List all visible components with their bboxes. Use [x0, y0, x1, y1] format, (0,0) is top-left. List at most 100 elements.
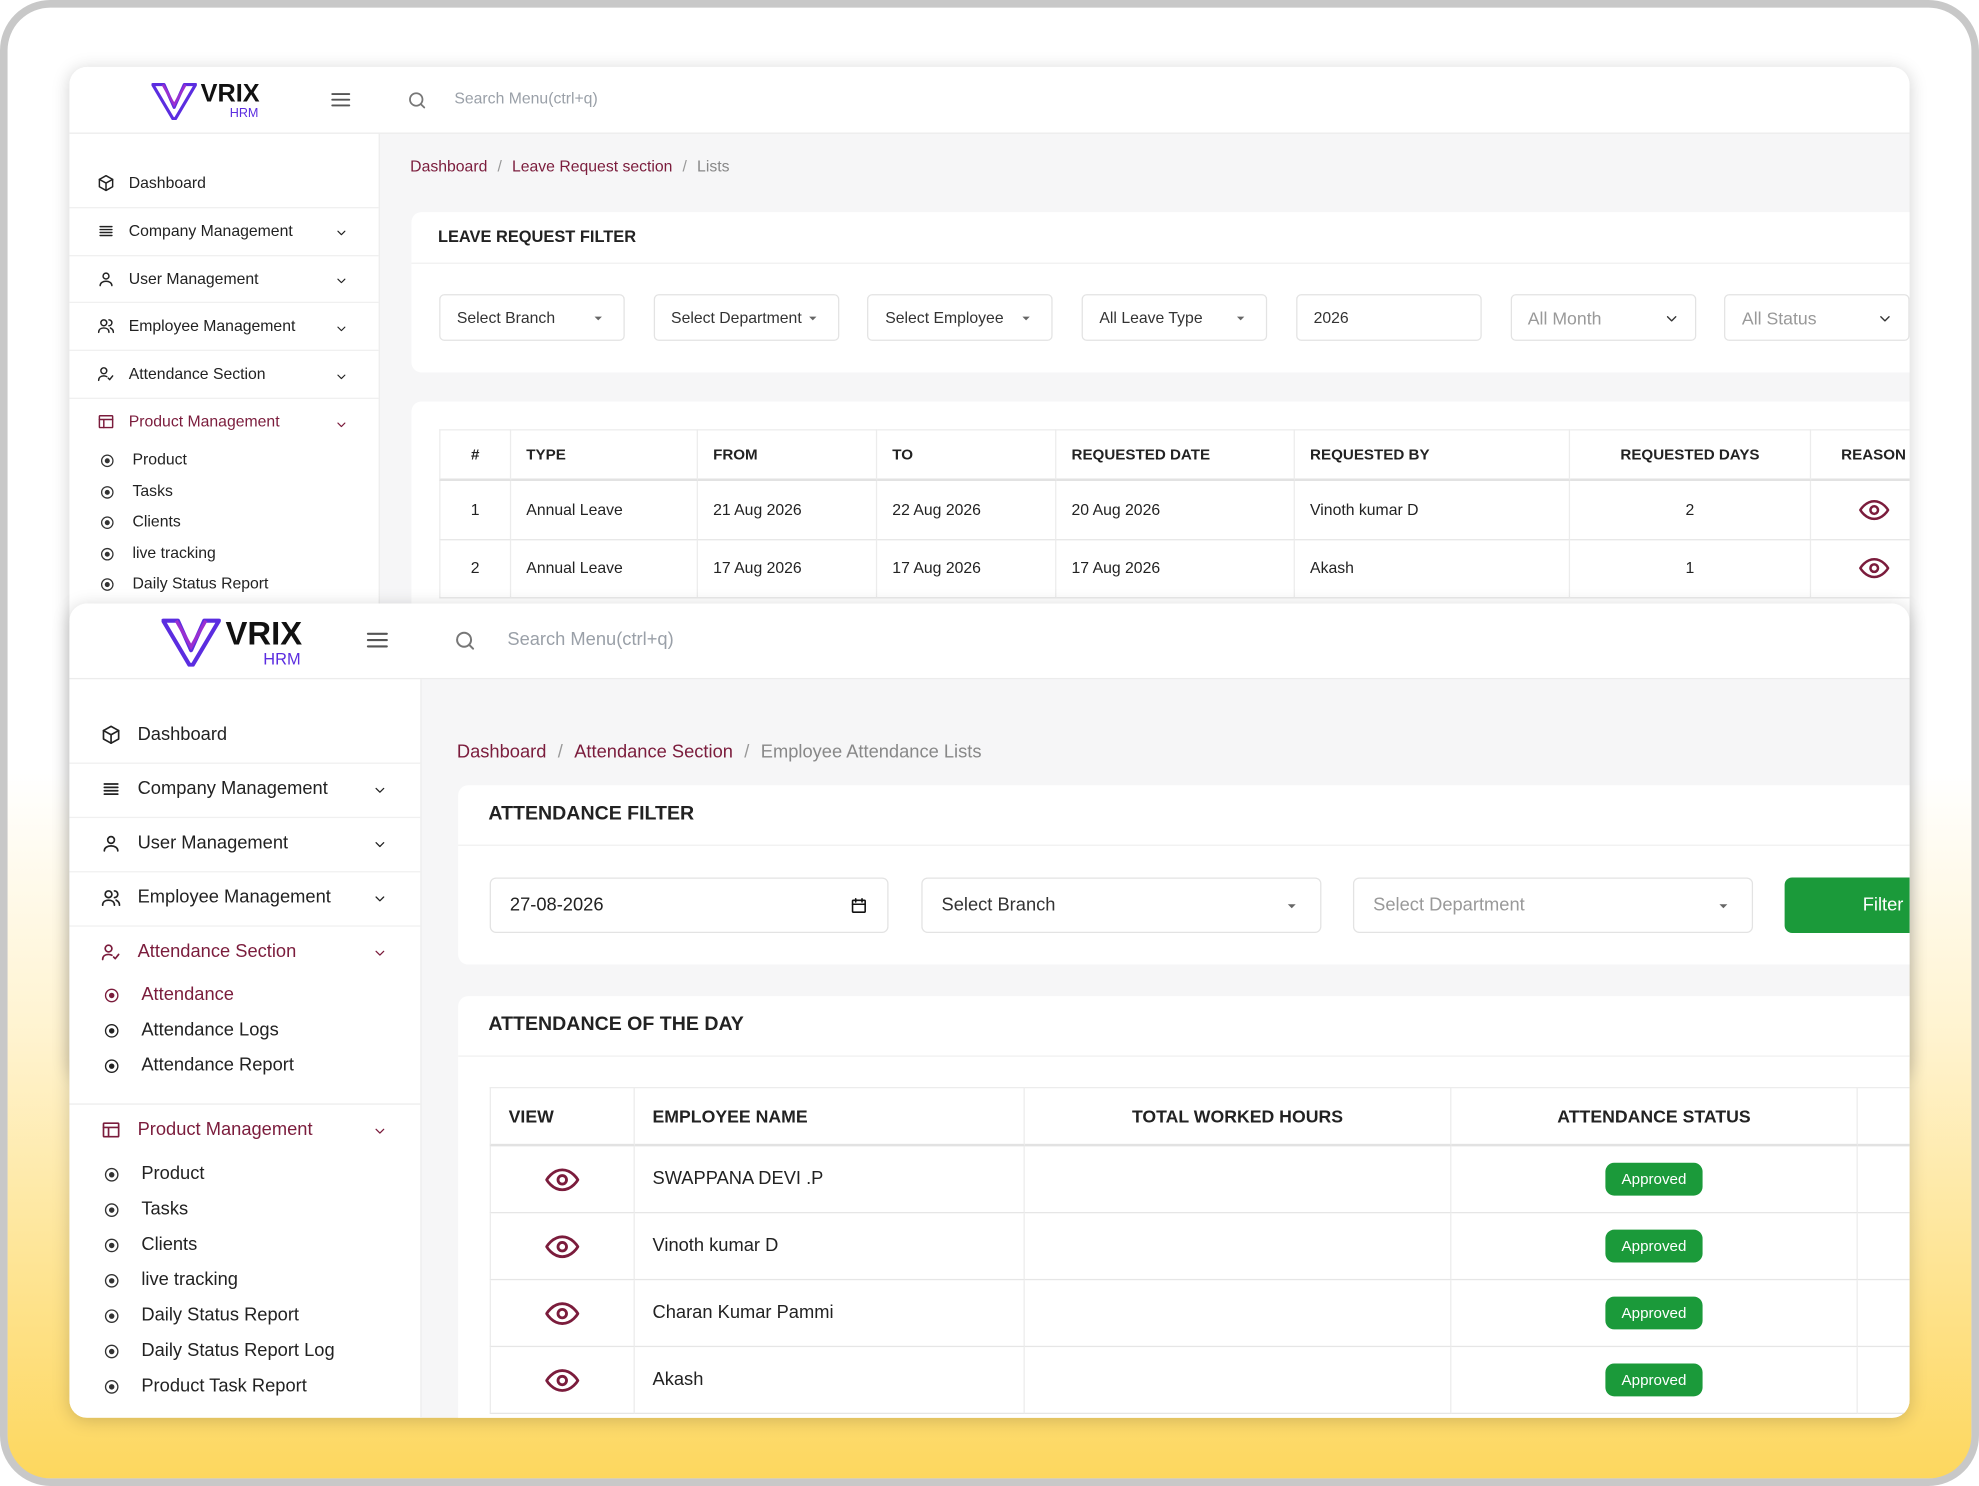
- icon-part: [409, 91, 424, 106]
- filter-select[interactable]: Select Department: [1352, 877, 1754, 933]
- table-header-cell: EMPLOYEE NAME: [634, 1087, 1025, 1147]
- filter-label: All Month: [1527, 308, 1602, 329]
- cell-text: Annual Leave: [526, 559, 623, 578]
- menu-item[interactable]: Company Management: [128, 221, 293, 240]
- menu-chevron: [334, 367, 348, 381]
- filter-select[interactable]: 2026: [1295, 294, 1482, 341]
- table-header-cell: TOTAL WORKED HOURS: [1024, 1087, 1452, 1147]
- menu-item[interactable]: Employee Management: [137, 887, 331, 908]
- menu-chevron: [372, 890, 387, 905]
- search-input[interactable]: Search Menu(ctrl+q): [454, 89, 598, 108]
- menu-toggle: [365, 627, 390, 652]
- filter-select[interactable]: Select Branch: [439, 294, 625, 341]
- filter-label: All Leave Type: [1099, 309, 1203, 327]
- icon-part: [102, 725, 120, 745]
- breadcrumb-item[interactable]: Dashboard: [410, 157, 488, 176]
- header-text: TO: [892, 445, 914, 464]
- menu-item[interactable]: Employee Management: [128, 317, 296, 336]
- icon-part: [366, 632, 388, 648]
- menu-icon: [97, 365, 115, 383]
- menu-item[interactable]: Attendance Section: [137, 941, 297, 963]
- filter-select[interactable]: Select Department: [653, 294, 839, 341]
- menu-item[interactable]: Attendance Section: [128, 365, 266, 383]
- date-input[interactable]: 27-08-2026: [489, 877, 889, 933]
- submenu-item[interactable]: Tasks: [141, 1199, 189, 1220]
- icon-part: [545, 1301, 580, 1325]
- status-badge: Approved: [1605, 1229, 1703, 1263]
- view-attendance[interactable]: [545, 1296, 580, 1330]
- submenu-bullet: [103, 1201, 119, 1217]
- view-attendance[interactable]: [545, 1363, 580, 1397]
- menu-item[interactable]: Dashboard: [137, 724, 228, 745]
- breadcrumb-item[interactable]: Dashboard: [456, 742, 547, 763]
- breadcrumb-item[interactable]: Attendance Section: [574, 742, 733, 763]
- view-reason[interactable]: [1858, 553, 1889, 583]
- icon-part: [1880, 315, 1890, 321]
- icon-part: [104, 944, 113, 953]
- submenu-item[interactable]: Attendance: [141, 984, 234, 1005]
- menu-item[interactable]: Product Management: [128, 412, 280, 431]
- icon-part: [1666, 315, 1676, 321]
- icon-part: [545, 1368, 580, 1392]
- icon-part: [594, 316, 602, 321]
- submenu-item[interactable]: Product Task Report: [141, 1376, 307, 1397]
- icon-part: [337, 421, 346, 427]
- submenu-item[interactable]: live tracking: [141, 1270, 238, 1291]
- filter-select[interactable]: All Status: [1724, 294, 1910, 341]
- icon-part: [100, 454, 114, 468]
- logo-sub: HRM: [229, 106, 259, 121]
- filter-select[interactable]: All Leave Type: [1081, 294, 1268, 341]
- filter-button[interactable]: Filter: [1784, 877, 1910, 933]
- submenu-bullet: [103, 987, 119, 1003]
- filter-select[interactable]: Select Employee: [867, 294, 1054, 341]
- menu-item[interactable]: User Management: [137, 833, 289, 854]
- menu-item[interactable]: Company Management: [137, 778, 328, 800]
- search-input[interactable]: Search Menu(ctrl+q): [507, 629, 674, 651]
- filter-caret: [1714, 896, 1733, 915]
- icon-part: [337, 421, 346, 427]
- menu-icon: [97, 317, 115, 335]
- icon-part: [100, 547, 114, 560]
- table-cell: Approved: [1451, 1146, 1858, 1214]
- submenu-item[interactable]: Daily Status Report: [132, 574, 269, 593]
- icon-part: [104, 1167, 119, 1181]
- icon-part: [851, 898, 866, 913]
- submenu-item[interactable]: live tracking: [132, 543, 216, 562]
- filter-select[interactable]: Select Branch: [921, 877, 1322, 933]
- icon-part: [556, 1173, 568, 1185]
- filter-select[interactable]: All Month: [1510, 294, 1696, 341]
- table-header-cell: ATTENDANCE STATUS: [1451, 1087, 1858, 1147]
- menu-item[interactable]: Dashboard: [128, 174, 206, 192]
- submenu-item[interactable]: Attendance Report: [141, 1055, 294, 1076]
- card-title: ATTENDANCE FILTER: [488, 802, 695, 825]
- submenu-item[interactable]: Attendance Logs: [141, 1020, 279, 1041]
- view-reason[interactable]: [1858, 495, 1889, 525]
- view-attendance[interactable]: [545, 1162, 580, 1196]
- icon-part: [104, 988, 119, 1002]
- breadcrumb-sep: /: [744, 742, 750, 763]
- menu-item[interactable]: User Management: [128, 269, 259, 288]
- icon-part: [104, 1273, 119, 1288]
- submenu-item[interactable]: Tasks: [132, 481, 173, 500]
- menu-icon: [101, 888, 121, 908]
- header-text: EMPLOYEE NAME: [652, 1105, 808, 1127]
- menu-icon: [101, 833, 121, 853]
- submenu-item[interactable]: Clients: [132, 512, 181, 531]
- icon-part: [556, 1374, 568, 1386]
- table-cell: 1: [439, 481, 512, 540]
- filter-caret: [1018, 309, 1036, 327]
- icon-part: [103, 845, 119, 852]
- submenu-item[interactable]: Daily Status Report Log: [141, 1340, 335, 1361]
- breadcrumb-item[interactable]: Leave Request section: [511, 157, 673, 176]
- view-attendance[interactable]: [545, 1229, 580, 1263]
- menu-item[interactable]: Product Management: [137, 1119, 313, 1141]
- icon-part: [101, 890, 121, 907]
- submenu-item[interactable]: Product: [132, 450, 187, 469]
- submenu-item[interactable]: Product: [141, 1164, 205, 1185]
- icon-part: [99, 225, 113, 236]
- submenu-item[interactable]: Daily Status Report: [141, 1305, 300, 1326]
- icon-part: [1666, 315, 1676, 321]
- icon-part: [104, 1379, 119, 1394]
- submenu-item[interactable]: Clients: [141, 1234, 198, 1255]
